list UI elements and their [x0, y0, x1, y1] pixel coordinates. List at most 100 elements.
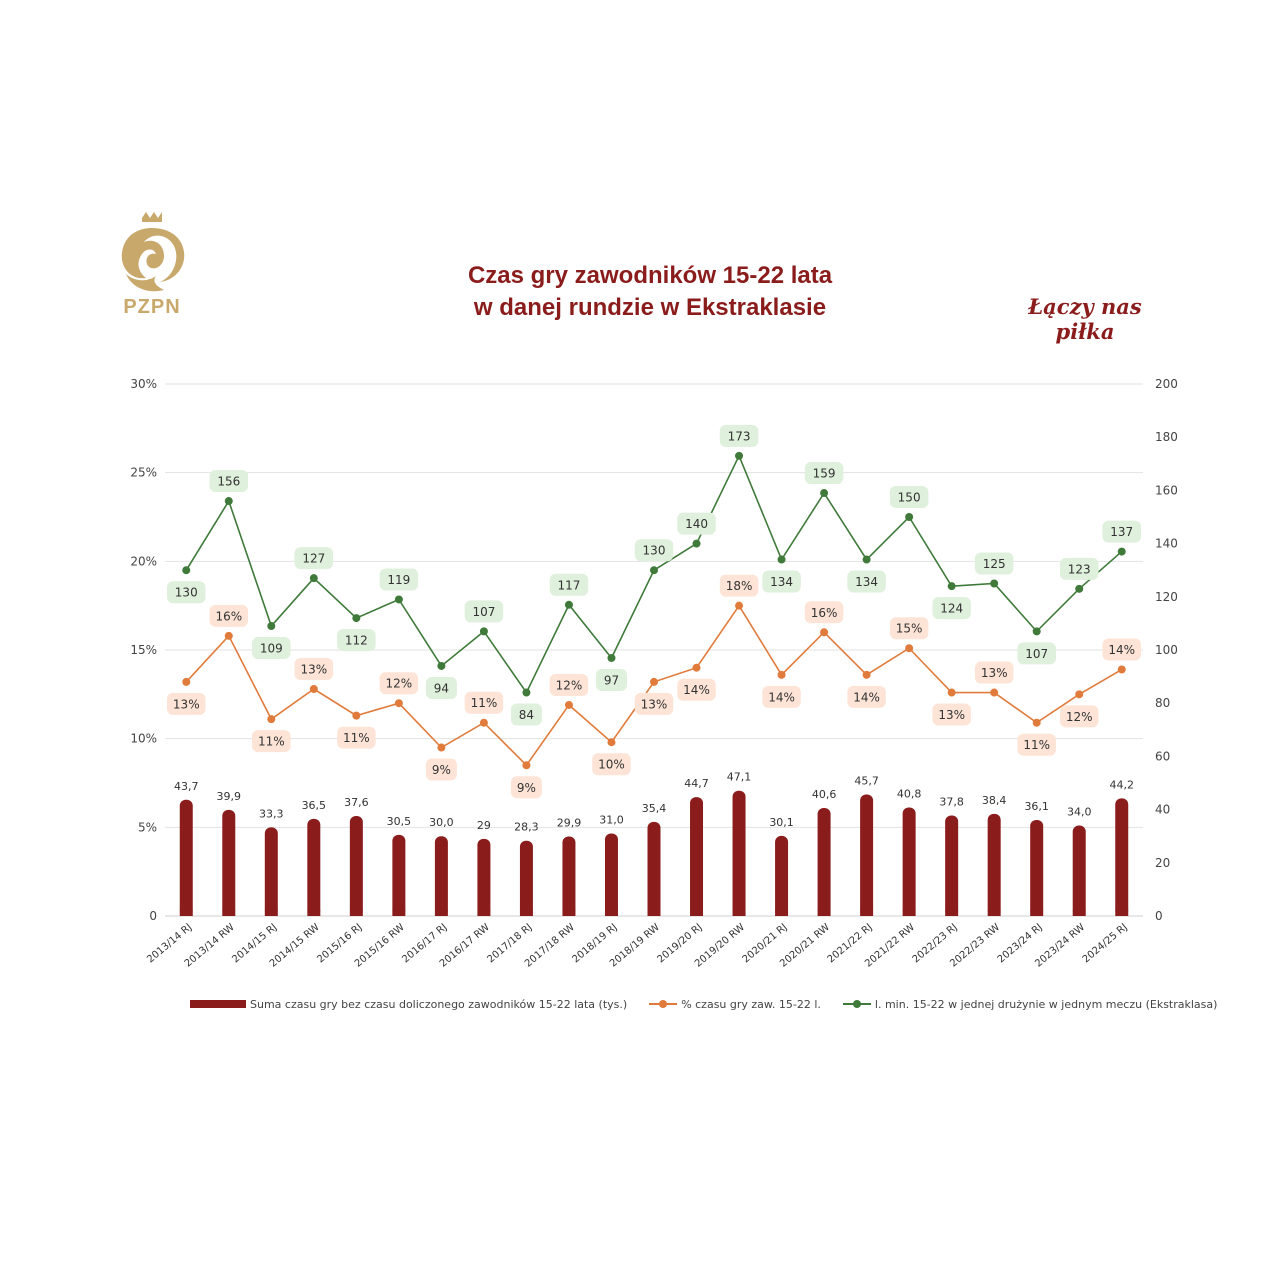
count-data-label: 125 — [983, 557, 1006, 571]
pct-point — [990, 688, 999, 697]
count-data-label-bg — [209, 470, 249, 493]
pct-point — [1075, 690, 1084, 699]
count-data-label-bg — [634, 539, 674, 562]
count-data-label: 127 — [302, 552, 325, 566]
bar-base — [1030, 910, 1044, 916]
count-data-label: 119 — [387, 573, 410, 587]
pct-data-label-bg — [1017, 733, 1056, 756]
pct-data-label-bg — [1102, 638, 1141, 661]
count-data-label-bg — [464, 600, 504, 623]
bar — [647, 821, 661, 916]
pct-data-label: 18% — [726, 579, 753, 593]
bar — [604, 833, 618, 916]
pct-data-label-bg — [425, 758, 457, 781]
pct-data-label: 14% — [1108, 643, 1135, 657]
pct-data-label-bg — [974, 661, 1014, 684]
pct-data-label: 16% — [811, 606, 838, 620]
bar-data-label: 35,4 — [642, 802, 667, 815]
count-point — [479, 627, 488, 636]
count-point — [224, 497, 233, 506]
pct-point — [564, 700, 573, 709]
bar — [392, 834, 406, 916]
count-point — [394, 595, 403, 604]
pct-data-label-bg — [1059, 705, 1099, 728]
pct-point — [1032, 718, 1041, 727]
bar — [1030, 819, 1044, 916]
count-data-label-bg — [1017, 642, 1056, 665]
count-data-label-bg — [847, 570, 886, 593]
bar-base — [264, 910, 278, 916]
y-right-tick-label: 20 — [1155, 856, 1170, 870]
y-left-tick-label: 30% — [130, 377, 157, 391]
pct-data-label: 14% — [768, 690, 795, 704]
count-data-label-bg — [252, 637, 291, 660]
count-data-label: 134 — [770, 575, 793, 589]
pct-data-label: 11% — [258, 735, 285, 749]
count-point — [522, 688, 531, 697]
pct-data-label: 10% — [598, 758, 625, 772]
count-point — [309, 574, 318, 583]
bar-data-label: 29,9 — [557, 816, 582, 829]
count-data-label: 173 — [728, 429, 751, 443]
pct-data-label-bg — [762, 685, 801, 708]
count-point — [820, 489, 829, 498]
y-right-tick-label: 160 — [1155, 483, 1178, 497]
count-point — [1075, 584, 1084, 593]
pct-point — [735, 601, 744, 610]
legend-label-pct: % czasu gry zaw. 15-22 l. — [681, 997, 821, 1011]
y-left-tick-label: 10% — [130, 732, 157, 746]
pct-point — [862, 670, 871, 679]
pzpn-logo-icon — [121, 212, 185, 292]
pct-data-label-bg — [209, 604, 249, 627]
count-data-label: 107 — [472, 605, 495, 619]
logo-text: PZPN — [123, 296, 181, 318]
bar — [349, 815, 363, 916]
bar-data-label: 30,1 — [769, 816, 794, 829]
bar — [987, 813, 1001, 916]
y-left-tick-label: 0 — [149, 909, 157, 923]
pct-point — [479, 718, 488, 727]
legend-swatch-bars — [190, 1000, 246, 1008]
bar-base — [477, 910, 491, 916]
pct-data-label-bg — [252, 730, 291, 753]
count-data-label-bg — [167, 581, 206, 604]
pct-data-label: 13% — [938, 708, 965, 722]
bar — [179, 799, 193, 916]
bar-data-label: 28,3 — [514, 821, 539, 834]
count-point — [650, 566, 658, 575]
pct-data-label-bg — [847, 685, 886, 708]
bar-data-label: 36,5 — [302, 799, 327, 812]
count-data-label: 117 — [558, 578, 581, 592]
y-right-tick-label: 140 — [1155, 537, 1178, 551]
count-point — [607, 653, 616, 662]
pct-data-label: 12% — [1066, 710, 1093, 724]
pct-point — [224, 631, 233, 640]
bar-data-label: 29 — [477, 819, 491, 832]
legend-swatch-count — [842, 1000, 871, 1008]
legend-swatch-pct — [649, 1000, 678, 1008]
pct-point — [820, 628, 829, 637]
count-data-label-bg — [719, 424, 759, 447]
pct-point — [692, 663, 701, 672]
bar-base — [817, 910, 831, 916]
pct-data-label-bg — [549, 673, 589, 696]
bar-data-label: 44,7 — [684, 777, 709, 790]
count-data-label-bg — [595, 668, 627, 691]
bar-data-label: 37,8 — [939, 795, 964, 808]
bar-data-label: 45,7 — [854, 774, 879, 787]
pct-data-label: 14% — [683, 683, 710, 697]
bar-data-label: 33,3 — [259, 807, 284, 820]
bar-base — [307, 910, 321, 916]
bar-base — [987, 910, 1001, 916]
count-point — [905, 513, 914, 521]
bar-data-label: 40,6 — [812, 788, 837, 801]
bar-base — [519, 910, 533, 916]
bar-base — [1115, 910, 1129, 916]
legend-item-bars: Suma czasu gry bez czasu doliczonego zaw… — [190, 998, 627, 1011]
chart-title: Czas gry zawodników 15-22 lata w danej r… — [380, 260, 920, 324]
bar-base — [860, 910, 874, 916]
count-point — [692, 539, 701, 548]
count-data-label: 140 — [685, 517, 708, 531]
bar-base — [945, 910, 959, 916]
